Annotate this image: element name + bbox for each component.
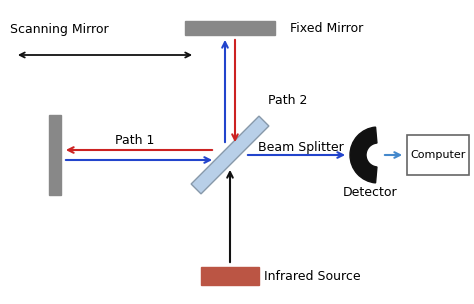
Text: Path 1: Path 1	[115, 133, 155, 147]
Text: Computer: Computer	[410, 150, 465, 160]
Text: Scanning Mirror: Scanning Mirror	[10, 23, 109, 36]
Text: Fixed Mirror: Fixed Mirror	[290, 22, 363, 34]
Bar	[49, 115, 61, 195]
Bar	[407, 135, 469, 175]
Text: Infrared Source: Infrared Source	[264, 270, 361, 282]
Polygon shape	[191, 116, 269, 194]
Text: Detector: Detector	[343, 185, 397, 199]
Bar	[185, 21, 275, 35]
Bar	[201, 267, 259, 285]
Text: Beam Splitter: Beam Splitter	[258, 141, 344, 154]
Text: Path 2: Path 2	[268, 94, 307, 106]
Wedge shape	[350, 127, 377, 183]
